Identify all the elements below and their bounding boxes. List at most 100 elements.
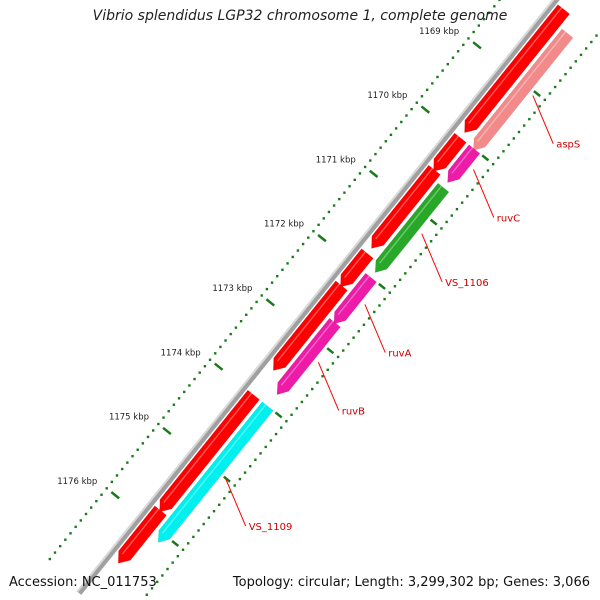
tick-dot: [538, 105, 541, 108]
tick-dot: [100, 493, 103, 496]
cds-forward-arrow-shine: [437, 135, 459, 163]
cds-forward-arrow: [340, 248, 374, 288]
tick-label: 1170 kbp: [367, 91, 407, 101]
tick-label: 1176 kbp: [57, 477, 97, 487]
tick-dot: [414, 259, 417, 262]
tick-dot: [245, 313, 248, 316]
tick-dot: [105, 487, 108, 490]
cds-forward-arrow-shine: [163, 392, 253, 503]
tick-dot: [285, 420, 288, 423]
leader-line: [532, 95, 554, 144]
tick-dot: [176, 554, 180, 558]
tick-dot: [192, 535, 195, 539]
gene-arrow-ruvB: [276, 317, 341, 395]
tick-dot: [177, 397, 181, 400]
tick-dot: [358, 172, 362, 175]
cds-forward-arrow-shine: [121, 508, 160, 555]
tick-dot: [507, 143, 510, 147]
tick-dot: [352, 336, 355, 339]
tick-dot: [420, 95, 424, 98]
tick-dot: [467, 37, 470, 40]
tick-dot: [146, 435, 150, 439]
backbone-highlight: [76, 0, 555, 593]
tick-dot: [476, 182, 479, 185]
tick-dot: [338, 197, 341, 201]
tick-dot: [155, 580, 159, 584]
cds-forward-arrow-shine: [468, 7, 563, 124]
tick-dot: [384, 140, 387, 143]
tick-dot: [69, 532, 72, 535]
gene-label-ruvB: ruvB: [342, 406, 365, 417]
tick-dot: [522, 124, 526, 127]
tick-label: 1173 kbp: [212, 284, 252, 294]
tick-dot: [367, 317, 371, 320]
tick-dot: [228, 490, 231, 494]
major-tick: [326, 347, 335, 355]
tick-dot: [197, 529, 200, 532]
tick-dot: [166, 567, 169, 571]
major-tick: [472, 41, 482, 50]
gene-label-VS_1106: VS_1106: [445, 278, 489, 289]
tick-dot: [224, 339, 227, 342]
tick-dot: [229, 332, 232, 336]
tick-dot: [157, 422, 160, 426]
tick-dot: [498, 0, 501, 2]
tick-dot: [301, 242, 305, 246]
tick-dot: [497, 156, 500, 159]
tick-dot: [162, 416, 165, 419]
major-tick: [481, 154, 490, 162]
scale-ticks: 1169 kbp 1170 kbp 1171 kbp 1172 kbp 1173 kbp…: [57, 27, 541, 547]
tick-dot: [265, 287, 269, 291]
tick-dot: [58, 544, 62, 548]
tick-dot: [202, 522, 205, 526]
tick-dot: [183, 390, 186, 394]
tick-dot: [378, 304, 381, 307]
tick-dot: [243, 471, 247, 474]
tick-dot: [305, 394, 309, 397]
tick-dot: [553, 85, 557, 89]
tick-dot: [502, 150, 505, 153]
gene-label-ruvA: ruvA: [388, 349, 411, 360]
tick-dot: [84, 512, 88, 516]
tick-dot: [415, 101, 418, 104]
tick-dot: [393, 285, 397, 288]
tick-dot: [259, 452, 262, 455]
tick-dot: [440, 227, 443, 230]
tick-dot: [218, 503, 221, 506]
tick-dot: [64, 538, 67, 541]
tick-dot: [456, 50, 460, 53]
major-tick: [265, 298, 275, 307]
tick-dot: [95, 499, 98, 503]
tick-dot: [394, 127, 398, 130]
major-tick: [369, 169, 379, 178]
tick-dot: [269, 439, 273, 442]
tick-dot: [167, 409, 170, 413]
tick-dot: [491, 162, 495, 166]
leader-line: [317, 362, 340, 411]
tick-dot: [404, 272, 407, 275]
gene-label-ruvC: ruvC: [497, 214, 520, 225]
cds-forward-arrow: [118, 505, 167, 564]
tick-dot: [455, 207, 459, 211]
tick-dot: [171, 561, 174, 564]
gene-track: [157, 28, 574, 543]
tick-dot: [446, 62, 450, 66]
gene-labels: aspS ruvC VS_1106 ruvA ruvB VS_1109: [224, 95, 580, 533]
tick-dot: [564, 72, 567, 76]
tick-dot: [120, 467, 124, 471]
tick-dot: [363, 165, 367, 169]
tick-dot: [436, 75, 439, 79]
tick-dot: [389, 133, 393, 137]
tick-dot: [316, 381, 319, 384]
tick-dots: [48, 0, 598, 600]
tick-dot: [481, 175, 485, 179]
tick-dot: [466, 195, 469, 198]
tick-dot: [208, 358, 212, 361]
tick-dot: [398, 278, 402, 282]
tick-label: 1174 kbp: [161, 348, 201, 358]
tick-dot: [342, 349, 345, 352]
tick-dot: [260, 294, 263, 297]
tick-dot: [405, 114, 408, 117]
tick-dot: [336, 355, 340, 359]
